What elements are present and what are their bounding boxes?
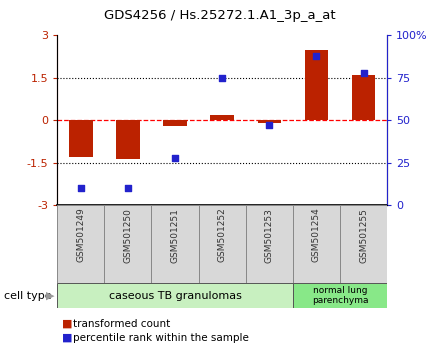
Text: GSM501251: GSM501251	[171, 208, 180, 263]
FancyBboxPatch shape	[57, 283, 293, 308]
Text: ■: ■	[62, 333, 72, 343]
Text: GSM501253: GSM501253	[265, 208, 274, 263]
Bar	[352, 75, 375, 120]
Text: cell type: cell type	[4, 291, 52, 301]
Bar	[69, 120, 92, 157]
Text: ▶: ▶	[46, 291, 55, 301]
Text: normal lung
parenchyma: normal lung parenchyma	[312, 286, 368, 305]
Bar	[116, 120, 140, 159]
Point	[219, 75, 226, 81]
Point	[313, 53, 320, 59]
Text: GSM501255: GSM501255	[359, 208, 368, 263]
Bar	[163, 120, 187, 126]
Text: caseous TB granulomas: caseous TB granulomas	[109, 291, 242, 301]
Text: percentile rank within the sample: percentile rank within the sample	[73, 333, 249, 343]
Bar	[257, 120, 281, 123]
Point	[172, 155, 179, 161]
Point	[77, 185, 84, 191]
Text: GDS4256 / Hs.25272.1.A1_3p_a_at: GDS4256 / Hs.25272.1.A1_3p_a_at	[104, 9, 336, 22]
Point	[125, 185, 132, 191]
FancyBboxPatch shape	[293, 205, 340, 283]
Text: GSM501252: GSM501252	[218, 208, 227, 262]
Point	[266, 122, 273, 128]
FancyBboxPatch shape	[151, 205, 198, 283]
Text: GSM501249: GSM501249	[76, 208, 85, 262]
FancyBboxPatch shape	[104, 205, 151, 283]
Text: GSM501254: GSM501254	[312, 208, 321, 262]
Text: GSM501250: GSM501250	[123, 208, 132, 263]
FancyBboxPatch shape	[340, 205, 387, 283]
FancyBboxPatch shape	[246, 205, 293, 283]
FancyBboxPatch shape	[57, 205, 104, 283]
Text: transformed count: transformed count	[73, 319, 170, 329]
Point	[360, 70, 367, 76]
Bar	[305, 50, 328, 120]
Text: ■: ■	[62, 319, 72, 329]
FancyBboxPatch shape	[293, 283, 387, 308]
FancyBboxPatch shape	[198, 205, 246, 283]
Bar	[210, 115, 234, 120]
